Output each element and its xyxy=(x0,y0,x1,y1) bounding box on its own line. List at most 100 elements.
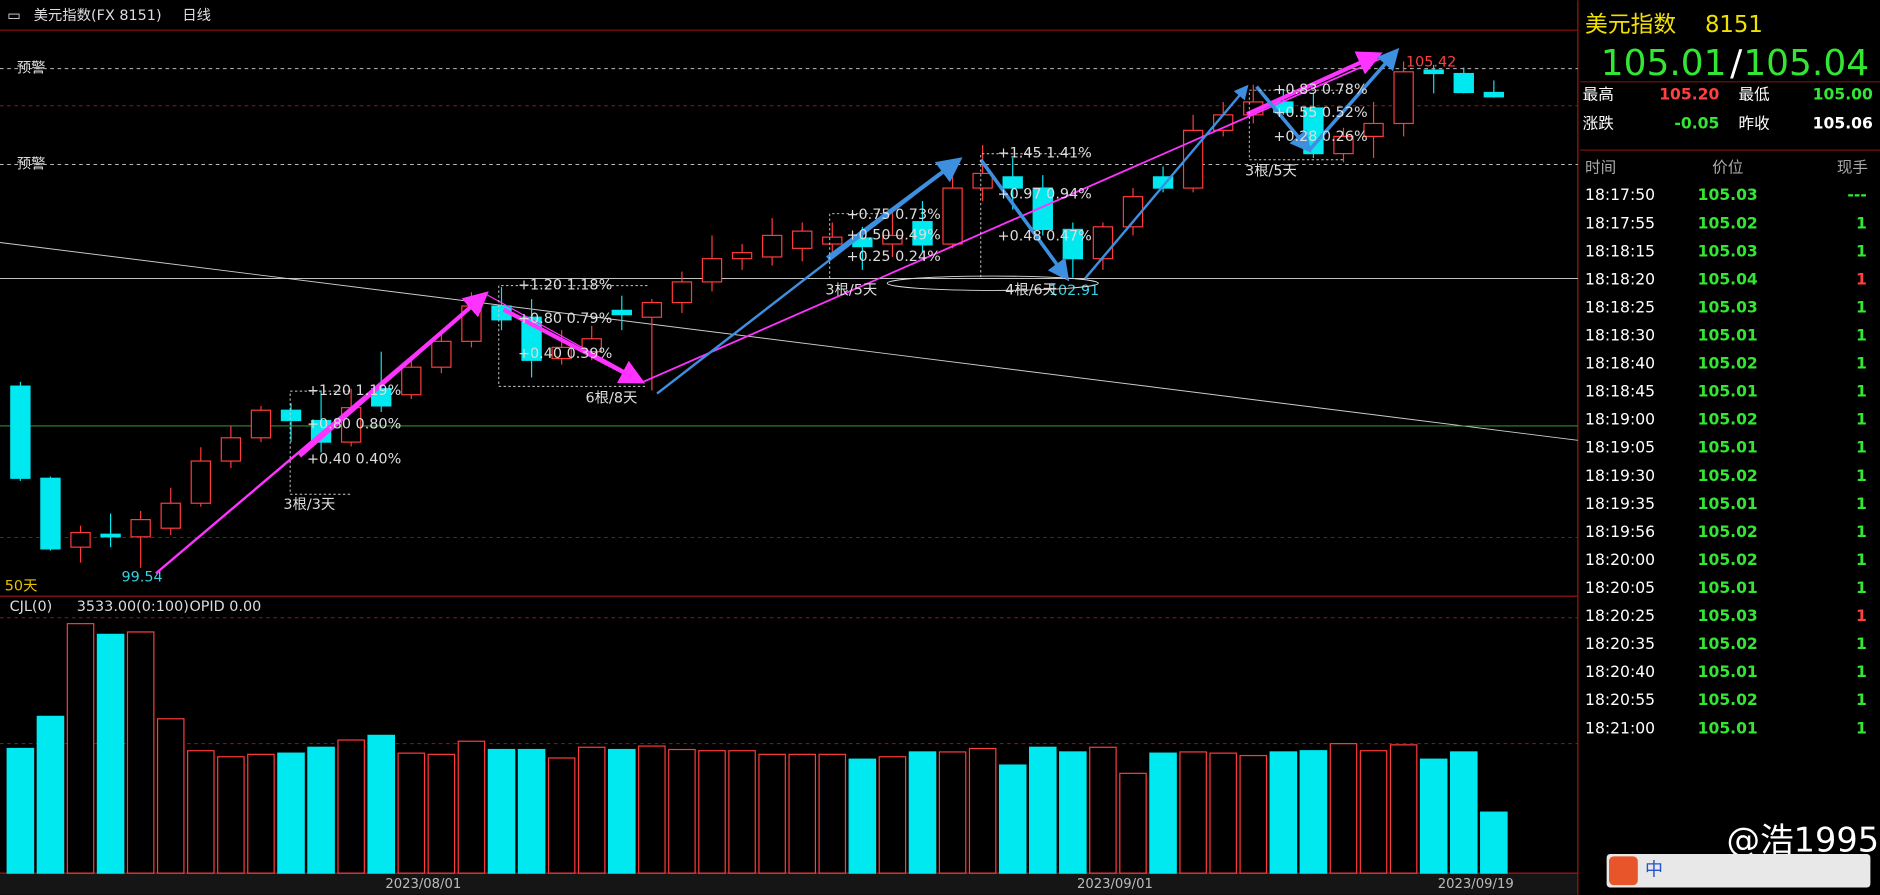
candle-body xyxy=(280,409,302,422)
volume-bar xyxy=(608,748,636,874)
volume-bar xyxy=(1028,746,1057,874)
candle-body xyxy=(912,221,933,246)
trade-time: 18:20:25 xyxy=(1585,607,1655,625)
volume-bar xyxy=(277,752,305,874)
volume-bar xyxy=(367,734,396,874)
stat-label: 涨跌 xyxy=(1583,114,1615,132)
trade-qty: 1 xyxy=(1856,383,1867,401)
trade-qty: 1 xyxy=(1856,467,1867,485)
trade-time: 18:18:20 xyxy=(1585,270,1655,288)
trade-qty: 1 xyxy=(1856,298,1867,316)
volume-bar xyxy=(156,718,185,874)
stat-label: 最高 xyxy=(1583,86,1614,104)
trade-price: 105.02 xyxy=(1698,214,1758,232)
ime-mode[interactable]: 中 xyxy=(1645,860,1663,881)
trade-time: 18:18:30 xyxy=(1585,326,1655,344)
volume-bar xyxy=(938,751,967,874)
trade-price: 105.02 xyxy=(1698,635,1758,653)
ask: 105.04 xyxy=(1743,43,1869,84)
volume-bar xyxy=(818,753,847,874)
trade-qty: 1 xyxy=(1856,326,1867,344)
volume-bar xyxy=(1269,751,1298,874)
volume-extra: OPID 0.00 xyxy=(189,599,261,615)
ime-bar[interactable] xyxy=(1606,853,1871,888)
stat-value: 105.06 xyxy=(1813,114,1873,132)
trade-price: 105.01 xyxy=(1698,495,1758,513)
volume-bar xyxy=(487,748,516,874)
measure-count: 3根/5天 xyxy=(1245,163,1297,180)
volume-bar xyxy=(1149,752,1177,874)
measure-text: +0.55 0.52% xyxy=(1273,105,1367,121)
volume-bar xyxy=(1389,744,1418,874)
volume-bar xyxy=(397,752,426,874)
ime-logo[interactable] xyxy=(1609,856,1638,886)
span-label: 50天 xyxy=(5,579,38,595)
trade-price: 105.02 xyxy=(1698,467,1758,485)
trade-price: 105.02 xyxy=(1698,523,1758,541)
measure-text: +1.20 1.18% xyxy=(518,278,612,294)
trade-price: 105.01 xyxy=(1698,326,1758,344)
candle-body xyxy=(551,346,572,360)
trend-line xyxy=(0,241,1578,441)
volume-bar xyxy=(788,753,817,874)
trade-time: 18:19:30 xyxy=(1585,467,1655,485)
candle-body xyxy=(731,252,753,260)
trade-price: 105.01 xyxy=(1698,579,1758,597)
trade-qty: 1 xyxy=(1856,663,1867,681)
volume-bar xyxy=(878,756,907,874)
volume-subtitle: 3533.00(0:100) xyxy=(77,599,189,615)
trade-qty: 1 xyxy=(1856,355,1867,373)
trade-price: 105.01 xyxy=(1698,439,1758,457)
candle-body xyxy=(1333,135,1354,155)
measure-count: 6根/8天 xyxy=(586,389,638,406)
trade-time: 18:17:55 xyxy=(1585,214,1655,232)
price-label: 105.42 xyxy=(1406,55,1456,71)
volume-bar xyxy=(217,756,245,874)
menu-icon[interactable]: ▭ xyxy=(7,8,21,24)
trade-qty: 1 xyxy=(1856,439,1867,457)
chart-title[interactable]: 美元指数(FX 8151) xyxy=(34,7,162,24)
candle-body xyxy=(822,236,843,245)
trade-qty: 1 xyxy=(1856,691,1867,709)
stat-value: -0.05 xyxy=(1674,114,1719,132)
volume-bar xyxy=(307,746,335,874)
volume-bar xyxy=(758,753,786,874)
date-bar xyxy=(0,873,1578,895)
candle-body xyxy=(401,366,422,396)
trade-time: 18:20:55 xyxy=(1585,691,1655,709)
volume-bar xyxy=(187,750,215,874)
candle-body xyxy=(641,301,663,318)
candle-body xyxy=(10,385,31,479)
trade-time: 18:17:50 xyxy=(1585,186,1655,204)
trade-price: 105.02 xyxy=(1698,411,1758,429)
candle-body xyxy=(761,234,783,258)
trade-time: 18:20:35 xyxy=(1585,635,1655,653)
measure-text: +0.50 0.49% xyxy=(846,227,940,243)
candle-body xyxy=(160,502,181,529)
slash: / xyxy=(1730,43,1743,84)
trade-time: 18:18:15 xyxy=(1585,242,1655,260)
trade-price: 105.02 xyxy=(1698,691,1758,709)
candle-body xyxy=(701,258,723,283)
trade-time: 18:18:25 xyxy=(1585,298,1655,316)
stat-value: 105.20 xyxy=(1659,86,1719,104)
period[interactable]: 日线 xyxy=(182,7,211,24)
measure-bracket xyxy=(289,390,351,495)
volume-bar xyxy=(698,750,726,874)
x-tick-label: 2023/08/01 xyxy=(385,877,461,892)
candle-body xyxy=(40,477,61,550)
volume-bar xyxy=(1239,754,1268,874)
trade-price: 105.02 xyxy=(1698,551,1758,569)
trade-qty: 1 xyxy=(1856,242,1867,260)
trade-qty: 1 xyxy=(1856,214,1867,232)
volume-bar xyxy=(848,758,877,874)
candle-body xyxy=(220,437,242,462)
volume-title[interactable]: CJL(0) xyxy=(10,599,53,615)
candle-body xyxy=(1002,176,1023,189)
watermark: @浩1995 xyxy=(1727,820,1880,859)
drawing-arrow xyxy=(298,291,489,458)
volume-bar xyxy=(457,740,486,874)
